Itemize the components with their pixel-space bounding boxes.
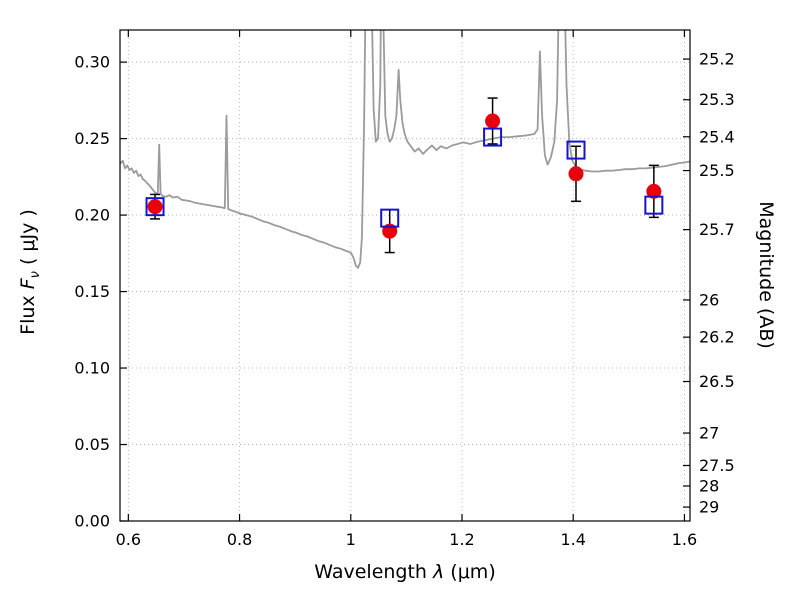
- x-tick-label: 0.6: [116, 530, 141, 549]
- model-photometry-points: [145, 127, 664, 228]
- magnitude-tick-label: 28: [699, 476, 719, 495]
- x-tick-label: 1.2: [449, 530, 474, 549]
- y-tick-label: 0.25: [74, 129, 110, 148]
- model-point: [380, 208, 400, 228]
- model-point: [566, 140, 586, 160]
- observed-photometry-points: [147, 113, 662, 239]
- spectrum-line: [120, 30, 690, 269]
- axes-frame: [119, 29, 691, 522]
- y-tick-label: 0.10: [74, 359, 110, 378]
- y-tick-label: 0.15: [74, 282, 110, 301]
- magnitude-tick-label: 26.5: [699, 372, 735, 391]
- y-tick-label: 0.05: [74, 435, 110, 454]
- y-tick-label: 0.20: [74, 206, 110, 225]
- x-tick-label: 1.6: [672, 530, 697, 549]
- magnitude-tick-label: 25.4: [699, 127, 735, 146]
- magnitude-tick-label: 25.5: [699, 161, 735, 180]
- magnitude-tick-label: 26: [699, 290, 719, 309]
- y-axis-label-right: Magnitude (AB): [755, 201, 777, 349]
- model-point: [145, 197, 165, 217]
- grid: [120, 30, 690, 522]
- flux-label-text: Flux: [17, 289, 40, 335]
- flux-label-unit: ( μJy ): [17, 209, 40, 272]
- magnitude-tick-label: 25.7: [699, 220, 735, 239]
- magnitude-tick-label: 25.2: [699, 50, 735, 69]
- photometry-point: [568, 166, 584, 182]
- model-point: [644, 195, 664, 215]
- x-axis-label-text: Wavelength: [314, 561, 434, 583]
- magnitude-tick-label: 29: [699, 498, 719, 517]
- x-tick-label: 0.8: [227, 530, 252, 549]
- x-tick-label: 1.4: [560, 530, 585, 549]
- y-tick-label: 0.00: [74, 512, 110, 531]
- model-point: [483, 127, 503, 147]
- magnitude-tick-label: 27.5: [699, 456, 735, 475]
- photometry-point: [147, 199, 163, 215]
- photometry-point: [485, 113, 501, 129]
- x-axis-label-unit: (μm): [444, 561, 496, 583]
- y-tick-label: 0.30: [74, 53, 110, 72]
- flux-symbol: F: [17, 278, 40, 290]
- magnitude-tick-label: 25.3: [699, 90, 735, 109]
- axis-ticks: [120, 30, 690, 522]
- tick-labels: 0.6 0.8 1 1.2 1.4 1.6 0.00 0.05 0.10 0.15 0.20 0.25…: [74, 50, 734, 549]
- magnitude-tick-label: 26.2: [699, 328, 735, 347]
- magnitude-tick-label: 27: [699, 424, 719, 443]
- x-tick-label: 1: [346, 530, 356, 549]
- y-axis-label-left: Flux Fν ( μJy ): [17, 209, 43, 335]
- photometry-point: [646, 183, 662, 199]
- lambda-symbol: λ: [433, 561, 445, 583]
- x-axis-label: Wavelength λ (μm): [314, 561, 495, 583]
- flux-symbol-subscript: ν: [27, 271, 43, 279]
